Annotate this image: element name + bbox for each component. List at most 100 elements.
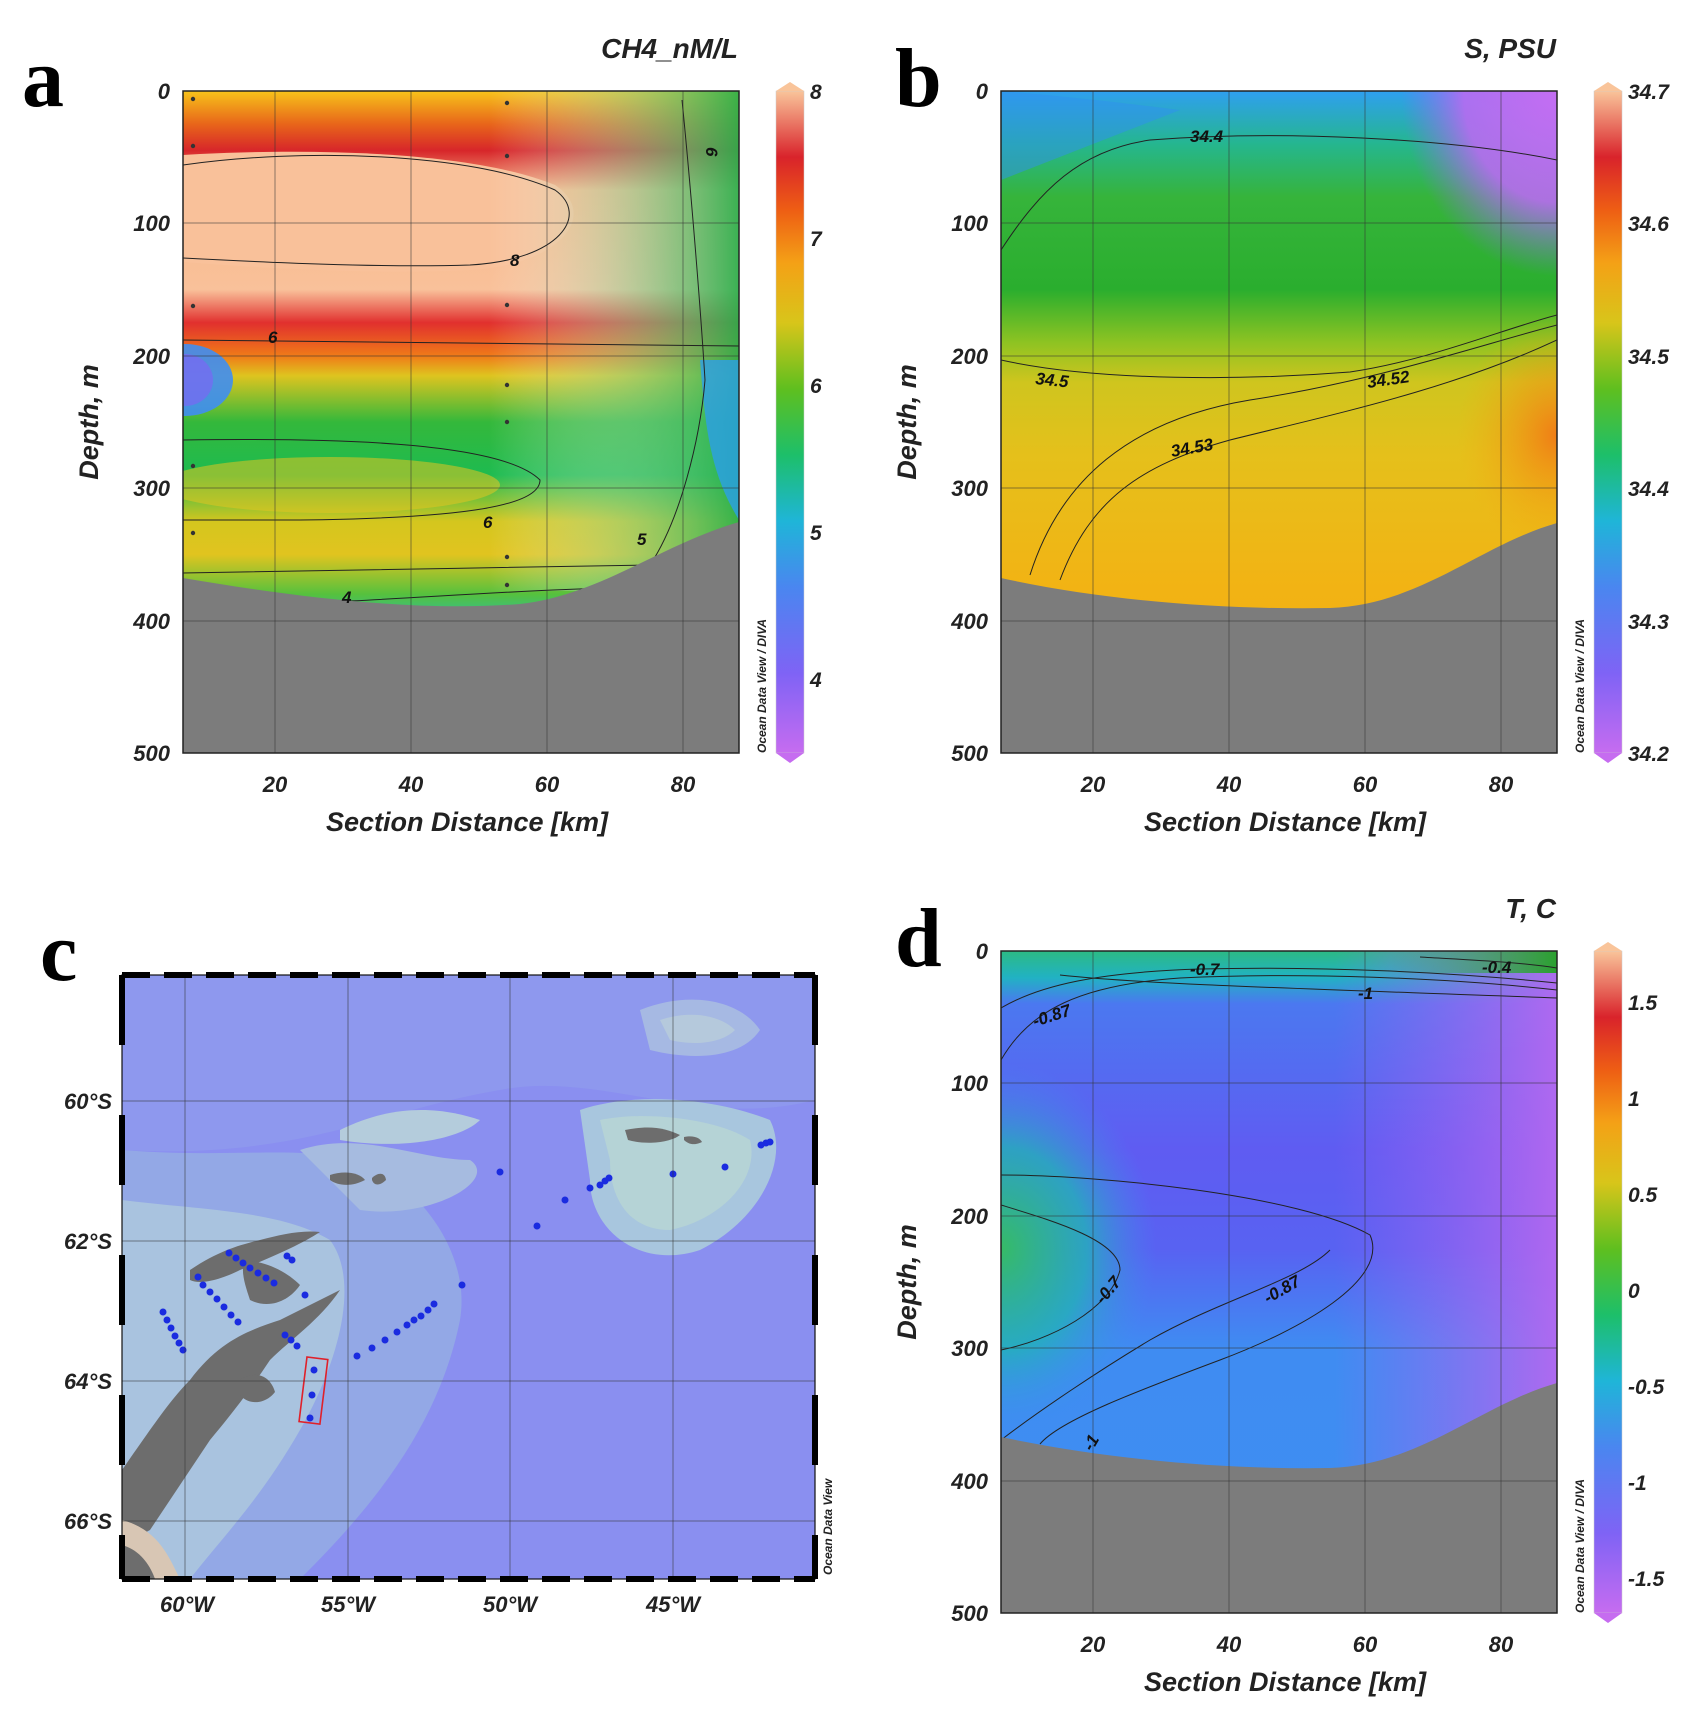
- station-markers: [159, 1138, 774, 1422]
- panel-b-contour-label: 34.4: [1190, 127, 1224, 146]
- lon-label: 60°W: [160, 1592, 216, 1617]
- y-tick-label: 500: [951, 741, 988, 766]
- y-tick-label: 200: [950, 1204, 988, 1229]
- cbar-tick-label: 0: [1628, 1280, 1640, 1303]
- cbar-tick-label: 34.2: [1628, 743, 1669, 766]
- panel-a-xlabel: Section Distance [km]: [326, 807, 609, 837]
- cbar-tick-label: -1.5: [1628, 1568, 1665, 1591]
- panel-b-ylabel: Depth, m: [892, 364, 922, 480]
- panel-a-contour-label: 6: [702, 147, 721, 157]
- y-tick-label: 200: [950, 344, 988, 369]
- panel-a-colorbar: [775, 90, 805, 754]
- panel-b-xlabel: Section Distance [km]: [1144, 807, 1427, 837]
- panel-d-x-ticks: 20 40 60 80: [1080, 1632, 1514, 1657]
- panel-b-y-ticks: 0 100 200 300 400 500: [950, 79, 988, 766]
- panel-d-colorbar-arrow-bottom: [1594, 1613, 1622, 1623]
- y-tick-label: 400: [950, 1469, 988, 1494]
- panel-d-contour-label: -0.7: [1190, 960, 1221, 979]
- lon-label: 45°W: [645, 1592, 702, 1617]
- x-tick-label: 40: [398, 772, 424, 797]
- map-lon-labels: 60°W 55°W 50°W 45°W: [160, 1592, 702, 1617]
- panel-a-contour-label: 8: [510, 251, 520, 270]
- panel-b-colorbar: [1593, 90, 1623, 754]
- panel-a: a CH4_nM/L: [22, 32, 823, 837]
- panel-b: b S, PSU 34.4 34.5 34.52: [892, 32, 1670, 837]
- panel-a-x-ticks: 20 40 60 80: [262, 772, 696, 797]
- cbar-tick-label: 34.6: [1628, 213, 1669, 236]
- x-tick-label: 60: [1353, 772, 1378, 797]
- x-tick-label: 20: [1080, 1632, 1106, 1657]
- map-lat-labels: 60°S 62°S 64°S 66°S: [64, 1089, 112, 1534]
- x-tick-label: 60: [1353, 1632, 1378, 1657]
- cbar-tick-label: -0.5: [1628, 1376, 1665, 1399]
- panel-a-colorbar-arrow-bottom: [776, 753, 804, 763]
- cbar-tick-label: 5: [810, 522, 822, 545]
- panel-a-y-ticks: 0 100 200 300 400 500: [132, 79, 170, 766]
- panel-d-xlabel: Section Distance [km]: [1144, 1667, 1427, 1697]
- y-tick-label: 0: [976, 79, 989, 104]
- cbar-tick-label: 6: [810, 375, 822, 398]
- y-tick-label: 0: [976, 939, 989, 964]
- panel-d-y-ticks: 0 100 200 300 400 500: [950, 939, 988, 1626]
- panel-a-contour-label: 4: [341, 588, 352, 607]
- panel-d-watermark: Ocean Data View / DIVA: [1573, 1479, 1587, 1613]
- panel-d-contour-label: -0.4: [1482, 958, 1512, 977]
- lat-label: 62°S: [64, 1229, 112, 1254]
- y-tick-label: 100: [951, 1071, 988, 1096]
- y-tick-label: 300: [951, 1336, 988, 1361]
- y-tick-label: 400: [132, 609, 170, 634]
- panel-b-x-ticks: 20 40 60 80: [1080, 772, 1514, 797]
- panel-d-ylabel: Depth, m: [892, 1224, 922, 1340]
- panel-d-grid: [1001, 951, 1557, 1613]
- x-tick-label: 20: [262, 772, 288, 797]
- panel-a-letter: a: [22, 32, 64, 125]
- y-tick-label: 100: [951, 211, 988, 236]
- panel-b-colorbar-arrow-bottom: [1594, 753, 1622, 763]
- panel-c: c: [40, 906, 835, 1617]
- panel-a-ylabel: Depth, m: [74, 364, 104, 480]
- panel-a-watermark: Ocean Data View / DIVA: [755, 619, 769, 753]
- cbar-tick-label: 7: [810, 228, 823, 251]
- cbar-tick-label: 34.4: [1628, 478, 1669, 501]
- y-tick-label: 100: [133, 211, 170, 236]
- lat-label: 66°S: [64, 1509, 112, 1534]
- cbar-tick-label: 1: [1628, 1088, 1640, 1111]
- panel-d-contour-label: -1: [1358, 984, 1373, 1003]
- panel-d-title: T, C: [1505, 893, 1557, 924]
- cbar-tick-label: 34.3: [1628, 611, 1669, 634]
- y-tick-label: 300: [951, 476, 988, 501]
- x-tick-label: 80: [1489, 1632, 1514, 1657]
- panel-a-contour-label: 5: [637, 530, 647, 549]
- panel-a-field: [183, 91, 739, 753]
- cbar-tick-label: 0.5: [1628, 1184, 1658, 1207]
- study-area-box: [298, 1356, 329, 1425]
- cbar-tick-label: 1.5: [1628, 992, 1658, 1015]
- y-tick-label: 200: [132, 344, 170, 369]
- x-tick-label: 40: [1216, 1632, 1242, 1657]
- panel-a-title: CH4_nM/L: [601, 33, 738, 64]
- panel-b-watermark: Ocean Data View / DIVA: [1573, 619, 1587, 753]
- panel-d-colorbar-arrow-top: [1594, 942, 1622, 951]
- x-tick-label: 40: [1216, 772, 1242, 797]
- cbar-tick-label: 34.5: [1628, 346, 1669, 369]
- x-tick-label: 80: [1489, 772, 1514, 797]
- x-tick-label: 20: [1080, 772, 1106, 797]
- panel-c-letter: c: [40, 906, 77, 999]
- panel-b-contour-label: 34.5: [1035, 369, 1070, 391]
- panel-c-map: [122, 975, 815, 1579]
- panel-d-letter: d: [895, 892, 942, 985]
- cbar-tick-label: 4: [809, 669, 822, 692]
- panel-a-colorbar-arrow-top: [776, 82, 804, 91]
- panel-b-letter: b: [895, 32, 942, 125]
- map-frame-ticks: [119, 972, 818, 1582]
- cbar-tick-label: 8: [810, 81, 822, 104]
- lat-label: 64°S: [64, 1369, 112, 1394]
- y-tick-label: 500: [951, 1601, 988, 1626]
- cbar-tick-label: 34.7: [1628, 81, 1670, 104]
- x-tick-label: 80: [671, 772, 696, 797]
- panel-a-contour-label: 6: [483, 513, 493, 532]
- y-tick-label: 400: [950, 609, 988, 634]
- panel-d-field: [1001, 951, 1557, 1613]
- lon-label: 55°W: [321, 1592, 377, 1617]
